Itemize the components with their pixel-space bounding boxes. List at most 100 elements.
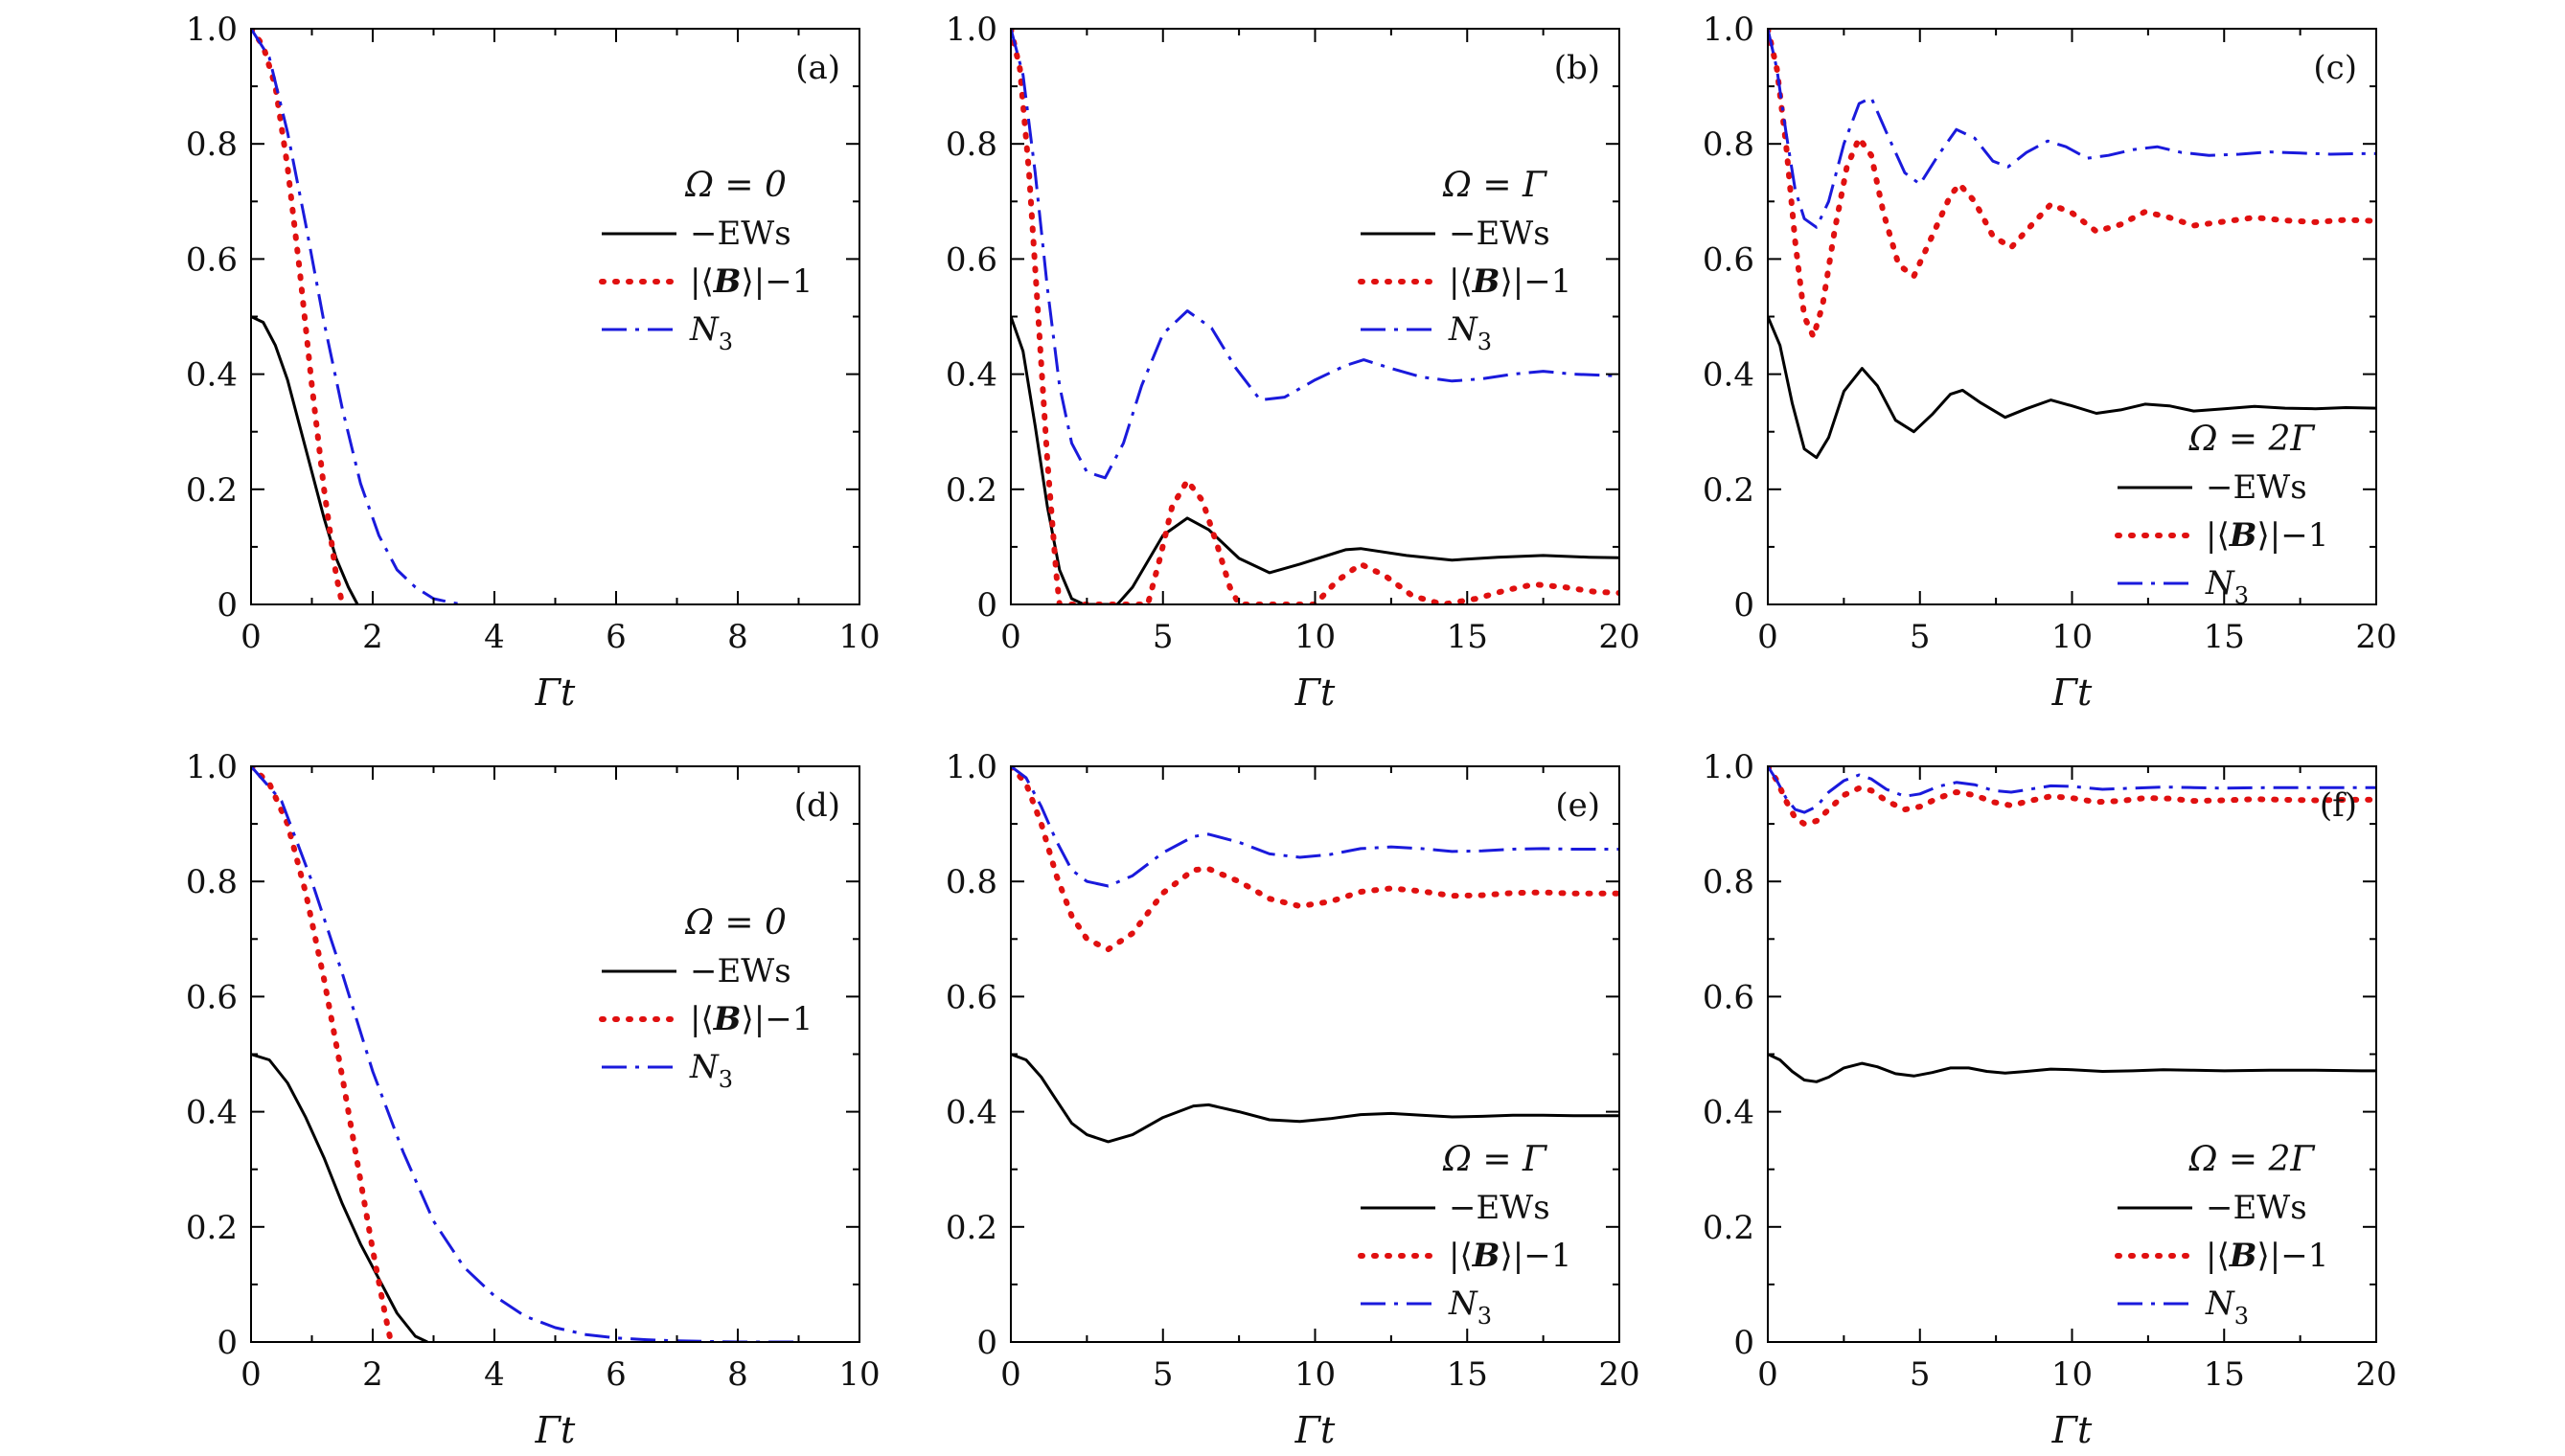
x-tick-label: 15 [2204,618,2245,656]
x-tick-label: 0 [1757,618,1778,656]
legend-label-b: |⟨B⟩|−1 [2206,1237,2328,1275]
plot-frame [250,765,860,1343]
y-tick-label: 1.0 [946,11,997,49]
y-tick-label: 0.8 [186,863,238,901]
y-tick-label: 0 [1733,1324,1754,1362]
x-tick-label: 15 [2204,1355,2245,1394]
y-tick-label: 1.0 [946,748,997,786]
x-tick-label: 8 [727,1355,748,1394]
panel-d: 0 2 4 6 8 10 0 0.2 0.4 0.6 0.8 1.0 Γt (d) Ω = 0 −EWs |⟨B… [186,748,881,1451]
series-line-n3 [251,29,465,604]
panel-f: 0 5 10 15 20 0 0.2 0.4 0.6 0.8 1.0 Γt (f) Ω = 2Γ −EWs |… [1703,748,2397,1451]
series-line-ews [251,315,359,604]
y-tick-label: 0.8 [1703,125,1754,164]
x-tick-label: 6 [606,618,627,656]
legend: Ω = 0 −EWs |⟨B⟩|−1 N3 [599,166,813,355]
series-line-b [1011,766,1619,953]
legend-label-n3: N3 [2205,1285,2249,1330]
series-line-n3 [251,766,799,1342]
panel-label: (e) [1555,786,1600,825]
x-axis-title: Γt [2051,671,2093,714]
y-tick-label: 0.2 [946,1209,997,1247]
series-line-n3 [1011,766,1619,888]
x-tick-label: 10 [2051,618,2093,656]
panel-label: (c) [2313,49,2357,87]
panel-label: (a) [795,49,840,87]
panel-c: 0 5 10 15 20 0 0.2 0.4 0.6 0.8 1.0 Γt (c) Ω = 2Γ −EWs |… [1703,11,2397,714]
series-line-ews [1011,1053,1619,1144]
legend-label-b: |⟨B⟩|−1 [690,1000,813,1038]
panel-a: 0 2 4 6 8 10 0 0.2 0.4 0.6 0.8 1.0 Γt (a) Ω = 0 −EWs |⟨B… [186,11,881,714]
y-tick-label: 0.4 [1703,1094,1754,1132]
series-line-ews [251,1053,428,1342]
series-line-b [251,29,346,604]
y-tick-label: 0.4 [946,356,997,395]
legend: Ω = 2Γ −EWs |⟨B⟩|−1 N3 [2115,1140,2328,1330]
y-tick-label: 0.6 [186,978,238,1016]
legend-label-ews: −EWs [1449,215,1550,253]
legend-label-n3: N3 [1448,1285,1492,1330]
x-tick-label: 15 [1447,1355,1488,1394]
y-tick-label: 0.2 [1703,1209,1754,1247]
x-tick-label: 2 [362,1355,383,1394]
y-tick-label: 1.0 [186,11,238,49]
panel-label: (f) [2320,786,2357,825]
y-tick-label: 0.6 [946,240,997,279]
y-tick-label: 0.8 [946,863,997,901]
y-tick-label: 0.8 [186,125,238,164]
y-tick-label: 0.2 [186,1209,238,1247]
legend-label-n3: N3 [689,310,733,355]
x-tick-label: 10 [1294,618,1336,656]
legend-label-b: |⟨B⟩|−1 [1449,262,1571,301]
legend-label-n3: N3 [1448,310,1492,355]
y-tick-label: 0 [976,586,997,625]
x-tick-label: 8 [727,618,748,656]
series-line-ews [1768,315,2376,460]
x-tick-label: 5 [1153,618,1174,656]
x-axis-title: Γt [535,671,576,714]
y-tick-label: 0 [1733,586,1754,625]
series-line-b [1768,766,2376,828]
y-tick-label: 0.6 [946,978,997,1016]
x-tick-label: 2 [362,618,383,656]
panel-e: 0 5 10 15 20 0 0.2 0.4 0.6 0.8 1.0 Γt (e) Ω = Γ −EWs |⟨… [946,748,1640,1451]
panel-b: 0 5 10 15 20 0 0.2 0.4 0.6 0.8 1.0 Γt (b) Ω = Γ −EWs |⟨… [946,11,1640,714]
series-line-n3 [1011,29,1619,480]
x-tick-label: 0 [1000,618,1021,656]
legend-title: Ω = 2Γ [2188,1140,2317,1179]
plot-frame [1010,28,1620,605]
y-tick-label: 0.2 [1703,471,1754,510]
x-tick-label: 5 [1153,1355,1174,1394]
series-line-b [251,766,394,1342]
legend-label-n3: N3 [2205,564,2249,609]
x-tick-label: 10 [2051,1355,2093,1394]
y-tick-label: 0.6 [1703,240,1754,279]
y-tick-label: 0.8 [1703,863,1754,901]
y-tick-label: 0.2 [186,471,238,510]
legend-title: Ω = 0 [684,166,787,205]
y-tick-label: 1.0 [1703,748,1754,786]
x-tick-label: 0 [1757,1355,1778,1394]
legend: Ω = 0 −EWs |⟨B⟩|−1 N3 [599,903,813,1093]
legend-label-ews: −EWs [690,215,791,253]
x-tick-label: 0 [1000,1355,1021,1394]
y-tick-label: 0.4 [946,1094,997,1132]
x-tick-label: 10 [838,1355,880,1394]
x-axis-title: Γt [2051,1409,2093,1451]
plot-frame [250,28,860,605]
x-axis-title: Γt [1294,671,1336,714]
panel-label: (b) [1554,49,1600,87]
x-tick-label: 20 [1598,1355,1639,1394]
y-tick-label: 1.0 [1703,11,1754,49]
legend-label-b: |⟨B⟩|−1 [690,262,813,301]
y-tick-label: 1.0 [186,748,238,786]
y-tick-label: 0.4 [186,1094,238,1132]
y-tick-label: 0.2 [946,471,997,510]
legend-title: Ω = Γ [1442,166,1548,205]
y-tick-label: 0 [217,1324,238,1362]
x-tick-label: 5 [1910,1355,1931,1394]
series-line-ews [1011,316,1619,604]
legend-label-ews: −EWs [2206,468,2307,507]
legend-label-ews: −EWs [690,952,791,990]
